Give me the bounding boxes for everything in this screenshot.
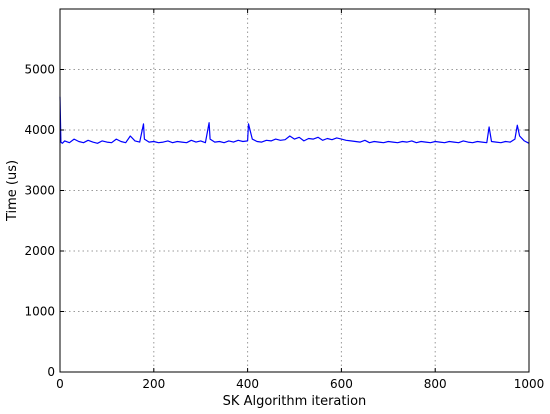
x-tick-label: 600 <box>330 377 353 391</box>
y-axis-label: Time (us) <box>5 160 20 222</box>
tick-layer: 0 200 400 600 800 1000 0 1000 2000 3000 4000 5000 <box>24 9 544 391</box>
grid-layer <box>60 9 529 372</box>
x-tick-label: 0 <box>56 377 64 391</box>
y-tick-label: 1000 <box>24 305 55 319</box>
x-tick-label: 800 <box>424 377 447 391</box>
x-axis-label: SK Algorithm iteration <box>223 394 367 409</box>
series-layer <box>59 96 530 144</box>
y-tick-label: 0 <box>47 365 55 379</box>
y-tick-label: 4000 <box>24 123 55 137</box>
x-tick-label: 400 <box>236 377 259 391</box>
x-tick-label: 1000 <box>514 377 545 391</box>
x-tick-label: 200 <box>142 377 165 391</box>
y-tick-label: 2000 <box>24 244 55 258</box>
y-tick-label: 5000 <box>24 63 55 77</box>
series-line <box>59 96 530 144</box>
y-tick-label: 3000 <box>24 184 55 198</box>
